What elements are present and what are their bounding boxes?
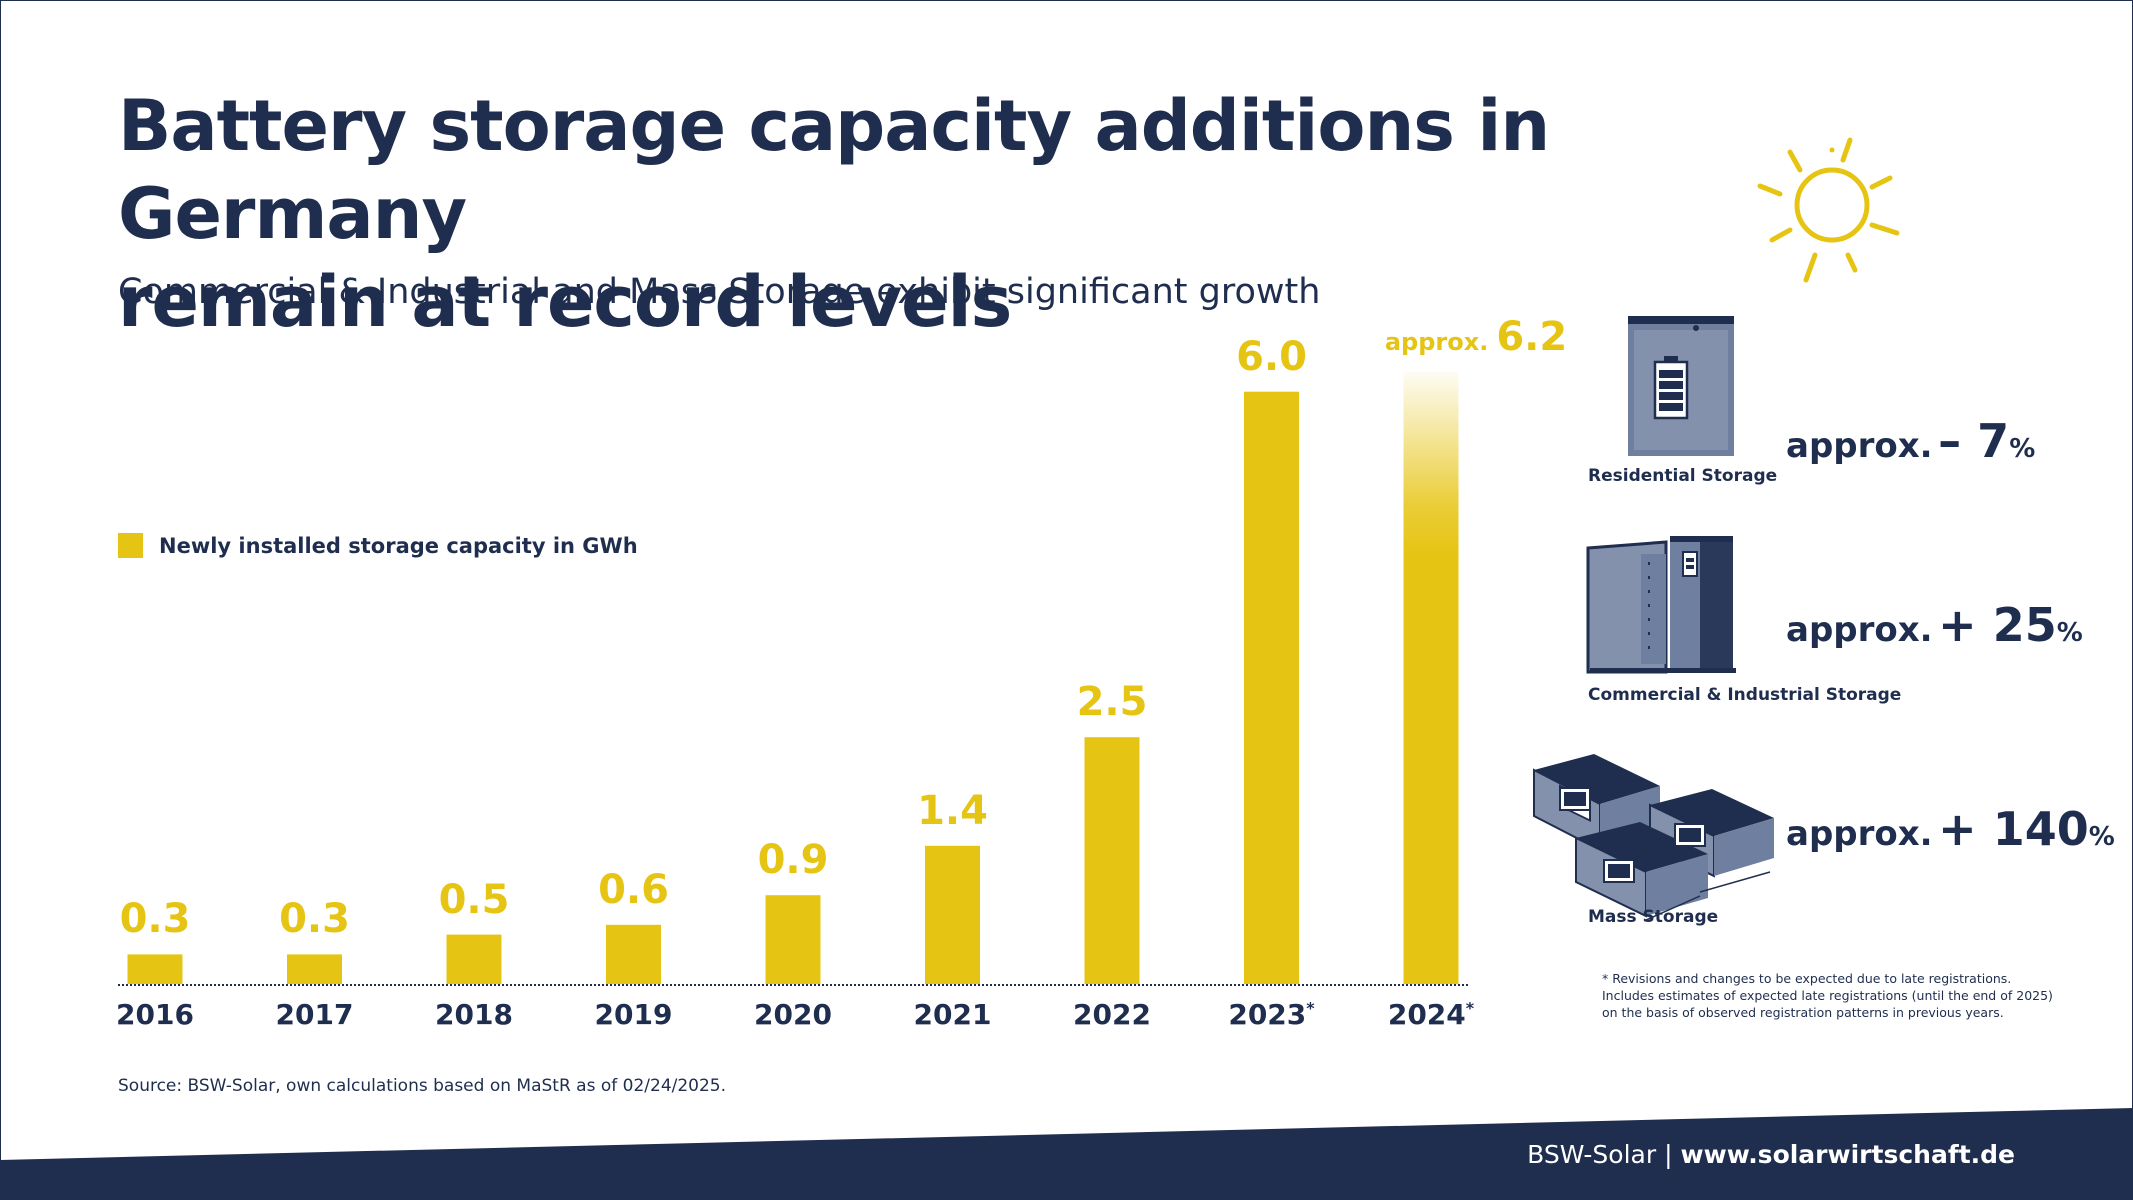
category-text: 2023 bbox=[1228, 998, 1307, 1031]
footnote-line-2: Includes estimates of expected late regi… bbox=[1602, 988, 2053, 1003]
footnote-line-1: * Revisions and changes to be expected d… bbox=[1602, 971, 2012, 986]
value-label-2016: 0.3 bbox=[70, 896, 240, 942]
category-text: 2016 bbox=[116, 998, 194, 1031]
value-label-2024: approx. 6.2 bbox=[1366, 314, 1586, 360]
value-number: 6.2 bbox=[1496, 314, 1568, 360]
category-text: 2017 bbox=[275, 998, 354, 1031]
value-label-2017: 0.3 bbox=[230, 896, 400, 942]
category-label-2016: 2016 bbox=[70, 998, 240, 1031]
bar-2017 bbox=[287, 954, 342, 984]
value-number: 0.3 bbox=[119, 896, 191, 943]
segment-change-mass: approx. + 140% bbox=[1786, 802, 2115, 856]
value-label-2020: 0.9 bbox=[708, 837, 878, 883]
segment-change-residential: approx. – 7% bbox=[1786, 414, 2035, 468]
bars-group bbox=[127, 372, 1459, 984]
category-text: 2024 bbox=[1387, 998, 1466, 1031]
segment-name-commercial: Commercial & Industrial Storage bbox=[1588, 685, 1902, 705]
bar-2018 bbox=[446, 934, 502, 984]
value-number: 2.5 bbox=[1076, 679, 1148, 726]
segment-change-value: – 7 bbox=[1938, 414, 2010, 468]
footnote-line-3: on the basis of observed registration pa… bbox=[1602, 1005, 2004, 1020]
footer-url[interactable]: www.solarwirtschaft.de bbox=[1680, 1140, 2016, 1169]
footer-credit: BSW-Solar | www.solarwirtschaft.de bbox=[1527, 1140, 2015, 1169]
segment-change-value: + 25 bbox=[1938, 598, 2057, 652]
segment-change-unit: % bbox=[2009, 434, 2036, 464]
category-label-2021: 2021 bbox=[868, 998, 1038, 1031]
legend: Newly installed storage capacity in GWh bbox=[118, 533, 638, 558]
category-label-2017: 2017 bbox=[230, 998, 400, 1031]
value-prefix: approx. bbox=[1384, 328, 1489, 356]
segment-prefix: approx. bbox=[1786, 814, 1933, 854]
value-label-2023: 6.0 bbox=[1187, 334, 1357, 380]
category-text: 2020 bbox=[754, 998, 832, 1031]
bar-2024 bbox=[1403, 372, 1459, 984]
category-label-2022: 2022 bbox=[1027, 998, 1197, 1031]
category-text: 2021 bbox=[913, 998, 992, 1031]
bar-2023 bbox=[1244, 391, 1299, 984]
category-label-2019: 2019 bbox=[549, 998, 719, 1031]
category-marker: * bbox=[1465, 998, 1475, 1018]
value-number: 6.0 bbox=[1236, 333, 1307, 380]
footer-separator: | bbox=[1664, 1140, 1673, 1169]
bar-2016 bbox=[127, 954, 183, 984]
value-label-2019: 0.6 bbox=[549, 867, 719, 913]
value-number: 0.6 bbox=[598, 866, 669, 913]
bar-2020 bbox=[765, 895, 821, 984]
chart-subtitle: Commercial & Industrial and Mass Storage… bbox=[118, 272, 1321, 312]
category-marker: * bbox=[1306, 998, 1315, 1018]
chart-title: Battery storage capacity additions in Ge… bbox=[118, 82, 1718, 346]
commercial-storage-icon bbox=[1586, 536, 1736, 674]
title-line-2: remain at record levels bbox=[118, 261, 1012, 343]
category-label-2020: 2020 bbox=[708, 998, 878, 1031]
segment-name-residential: Residential Storage bbox=[1588, 466, 1778, 486]
segment-change-commercial: approx. + 25% bbox=[1786, 598, 2083, 652]
bar-2021 bbox=[925, 845, 980, 984]
segment-change-unit: % bbox=[2056, 618, 2083, 648]
value-number: 0.5 bbox=[438, 876, 510, 923]
segment-prefix: approx. bbox=[1786, 426, 1933, 466]
title-line-1: Battery storage capacity additions in Ge… bbox=[118, 85, 1550, 255]
bar-2019 bbox=[606, 924, 661, 984]
category-text: 2019 bbox=[594, 998, 673, 1031]
footer-org: BSW-Solar bbox=[1527, 1140, 1657, 1169]
value-number: 0.3 bbox=[279, 896, 350, 943]
residential-storage-icon bbox=[1628, 316, 1734, 456]
value-label-2021: 1.4 bbox=[868, 788, 1038, 834]
value-number: 1.4 bbox=[917, 787, 988, 834]
bar-2022 bbox=[1084, 737, 1140, 984]
category-label-2024: 2024* bbox=[1346, 998, 1516, 1031]
segment-change-value: + 140 bbox=[1938, 802, 2089, 856]
value-number: 0.9 bbox=[757, 837, 829, 884]
category-text: 2018 bbox=[435, 998, 513, 1031]
value-label-2018: 0.5 bbox=[389, 877, 559, 923]
legend-swatch bbox=[118, 533, 143, 558]
source-note: Source: BSW-Solar, own calculations base… bbox=[118, 1076, 727, 1096]
segment-prefix: approx. bbox=[1786, 610, 1933, 650]
category-label-2018: 2018 bbox=[389, 998, 559, 1031]
sun-icon bbox=[1757, 137, 1900, 283]
mass-storage-icon bbox=[1533, 754, 1774, 921]
footnote: * Revisions and changes to be expected d… bbox=[1602, 970, 2062, 1021]
segment-name-mass: Mass Storage bbox=[1588, 907, 1719, 927]
legend-label: Newly installed storage capacity in GWh bbox=[159, 533, 638, 558]
category-text: 2022 bbox=[1073, 998, 1151, 1031]
category-label-2023: 2023* bbox=[1187, 998, 1357, 1031]
value-label-2022: 2.5 bbox=[1027, 679, 1197, 725]
segment-change-unit: % bbox=[2088, 822, 2115, 852]
